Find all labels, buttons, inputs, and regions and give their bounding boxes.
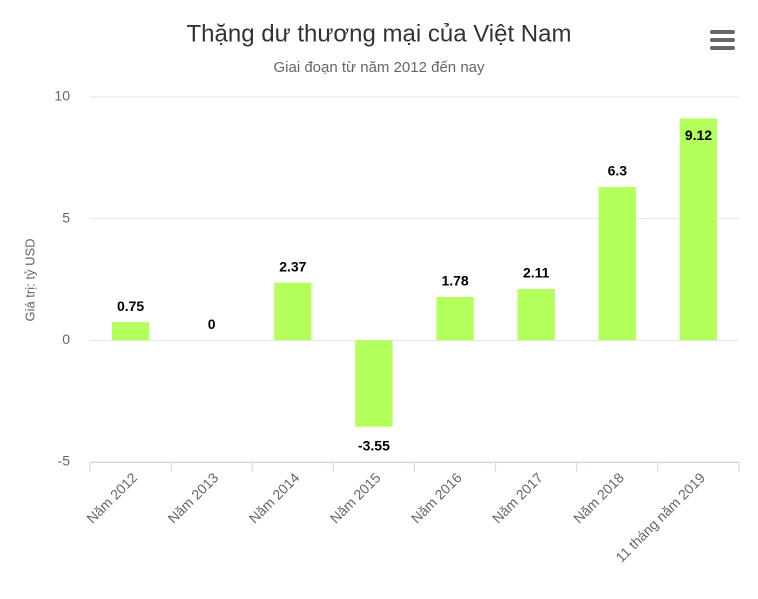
bar [679,118,718,341]
menu-line[interactable] [710,46,735,50]
chart-subtitle: Giai đoạn từ năm 2012 đến nay [273,59,485,76]
bar [274,282,312,341]
bar [436,297,474,341]
y-tick-label: -5 [58,453,71,469]
x-tick-label: Năm 2018 [570,469,627,526]
menu-line[interactable] [710,30,735,34]
data-label: 2.11 [523,265,550,281]
menu-line[interactable] [710,38,735,42]
data-label: 0 [208,316,216,332]
x-tick-label: Năm 2012 [83,469,140,526]
bar [517,288,555,341]
data-label: -3.55 [358,437,390,453]
bar [111,322,150,341]
bar [598,187,636,341]
y-axis-title: Giá trị: tỷ USD [22,238,37,321]
x-tick-label: 11 tháng năm 2019 [612,469,708,565]
menu-button[interactable] [710,30,735,50]
y-tick-label: 10 [54,88,70,104]
x-tick-label: Năm 2015 [327,469,384,526]
x-tick-label: Năm 2013 [164,469,221,526]
chart-title: Thặng dư thương mại của Việt Nam [187,20,572,47]
data-label: 9.12 [685,127,712,143]
x-tick-label: Năm 2017 [489,469,546,526]
x-tick-label: Năm 2014 [246,469,303,526]
y-tick-label: 5 [62,209,70,225]
bar [355,340,393,427]
y-tick-label: 0 [62,331,70,347]
data-label: 0.75 [117,298,144,314]
data-label: 2.37 [279,258,306,274]
x-tick-label: Năm 2016 [408,469,465,526]
data-label: 1.78 [441,273,468,289]
data-label: 6.3 [608,163,628,179]
